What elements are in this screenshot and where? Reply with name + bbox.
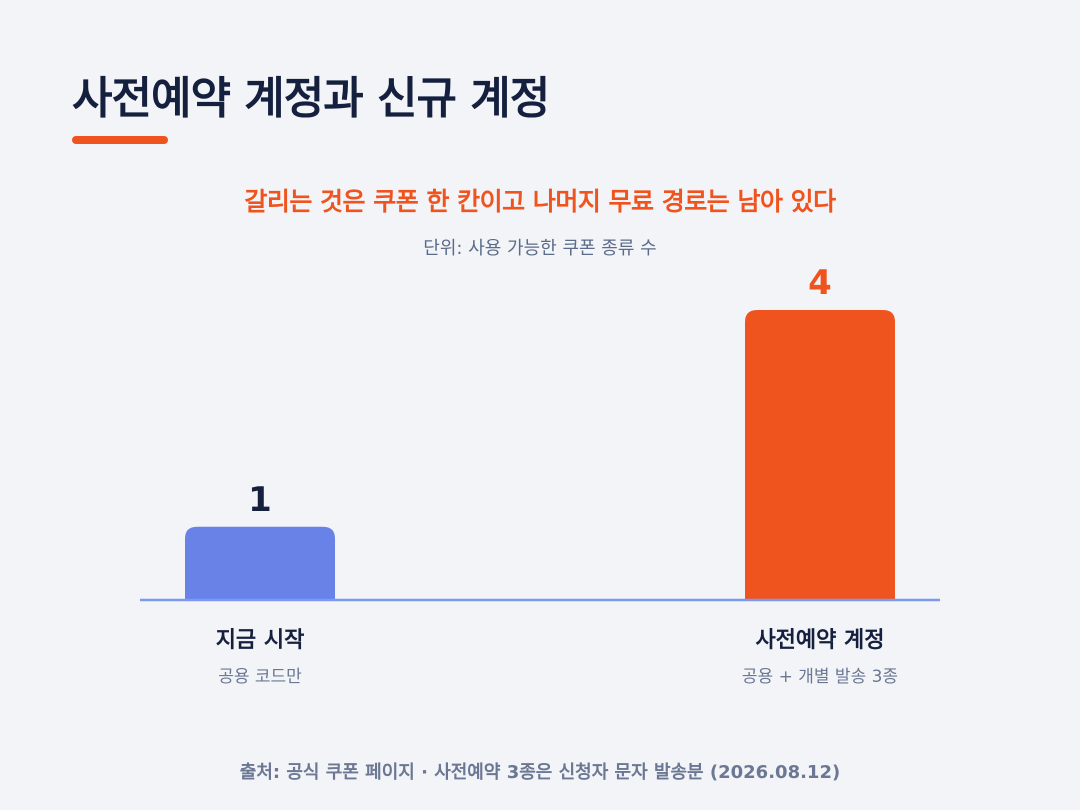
bar-now <box>185 526 335 599</box>
bar-preorder <box>745 310 895 599</box>
chart-title: 사전예약 계정과 신규 계정 <box>72 73 550 124</box>
category-label-now: 지금 시작 <box>215 628 305 653</box>
category-sublabel-preorder: 공용 + 개별 발송 3종 <box>741 667 899 687</box>
source-note: 출처: 공식 쿠폰 페이지 · 사전예약 3종은 신청자 문자 발송분 (202… <box>239 762 841 783</box>
category-sublabel-now: 공용 코드만 <box>218 667 302 687</box>
value-label-now: 1 <box>248 480 272 520</box>
value-label-preorder: 4 <box>808 263 832 303</box>
category-label-preorder: 사전예약 계정 <box>755 628 885 653</box>
unit-label: 단위: 사용 가능한 쿠폰 종류 수 <box>423 238 657 259</box>
title-underline <box>72 136 168 144</box>
chart-subtitle: 갈리는 것은 쿠폰 한 칸이고 나머지 무료 경로는 남아 있다 <box>244 187 836 216</box>
